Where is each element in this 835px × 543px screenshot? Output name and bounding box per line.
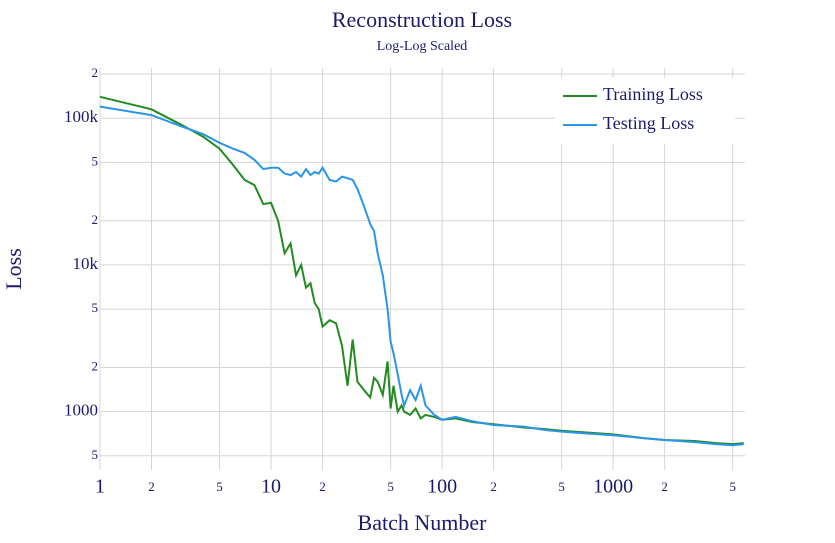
- legend-label: Testing Loss: [603, 113, 694, 133]
- x-tick-label: 2: [148, 479, 155, 494]
- y-tick-label: 2: [92, 212, 99, 227]
- legend: Training Loss Testing Loss: [555, 78, 735, 144]
- x-tick-label: 1000: [593, 476, 633, 498]
- y-tick-label: 5: [92, 447, 99, 462]
- x-tick-label: 5: [387, 479, 394, 494]
- y-tick-label: 2: [92, 65, 99, 80]
- legend-box: [555, 78, 735, 144]
- x-tick-label: 5: [216, 479, 223, 494]
- x-axis-label: Batch Number: [358, 510, 488, 535]
- chart-title: Reconstruction Loss: [332, 7, 512, 32]
- y-tick-label: 10k: [73, 254, 99, 273]
- x-tick-label: 100: [427, 476, 457, 498]
- x-tick-label: 5: [729, 479, 736, 494]
- y-tick-label: 5: [92, 300, 99, 315]
- y-axis-label: Loss: [1, 248, 26, 290]
- x-tick-label: 2: [490, 479, 497, 494]
- y-tick-label: 100k: [64, 107, 99, 126]
- y-tick-label: 5: [92, 153, 99, 168]
- x-tick-label: 1: [95, 476, 105, 498]
- x-tick-label: 2: [319, 479, 326, 494]
- chart-subtitle: Log-Log Scaled: [377, 39, 468, 54]
- legend-label: Training Loss: [603, 84, 703, 104]
- x-tick-label: 5: [558, 479, 565, 494]
- y-tick-label: 1000: [64, 401, 98, 420]
- x-tick-label: 2: [661, 479, 668, 494]
- y-tick-label: 2: [92, 358, 99, 373]
- line-series: [99, 105, 744, 447]
- x-tick-label: 10: [261, 476, 281, 498]
